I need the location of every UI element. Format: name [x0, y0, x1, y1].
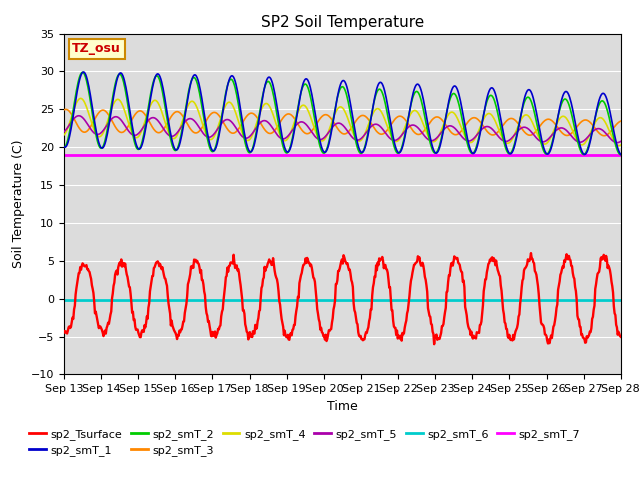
Text: TZ_osu: TZ_osu	[72, 42, 121, 55]
X-axis label: Time: Time	[327, 400, 358, 413]
Title: SP2 Soil Temperature: SP2 Soil Temperature	[260, 15, 424, 30]
Legend: sp2_Tsurface, sp2_smT_1, sp2_smT_2, sp2_smT_3, sp2_smT_4, sp2_smT_5, sp2_smT_6, : sp2_Tsurface, sp2_smT_1, sp2_smT_2, sp2_…	[25, 424, 584, 460]
Y-axis label: Soil Temperature (C): Soil Temperature (C)	[12, 140, 26, 268]
